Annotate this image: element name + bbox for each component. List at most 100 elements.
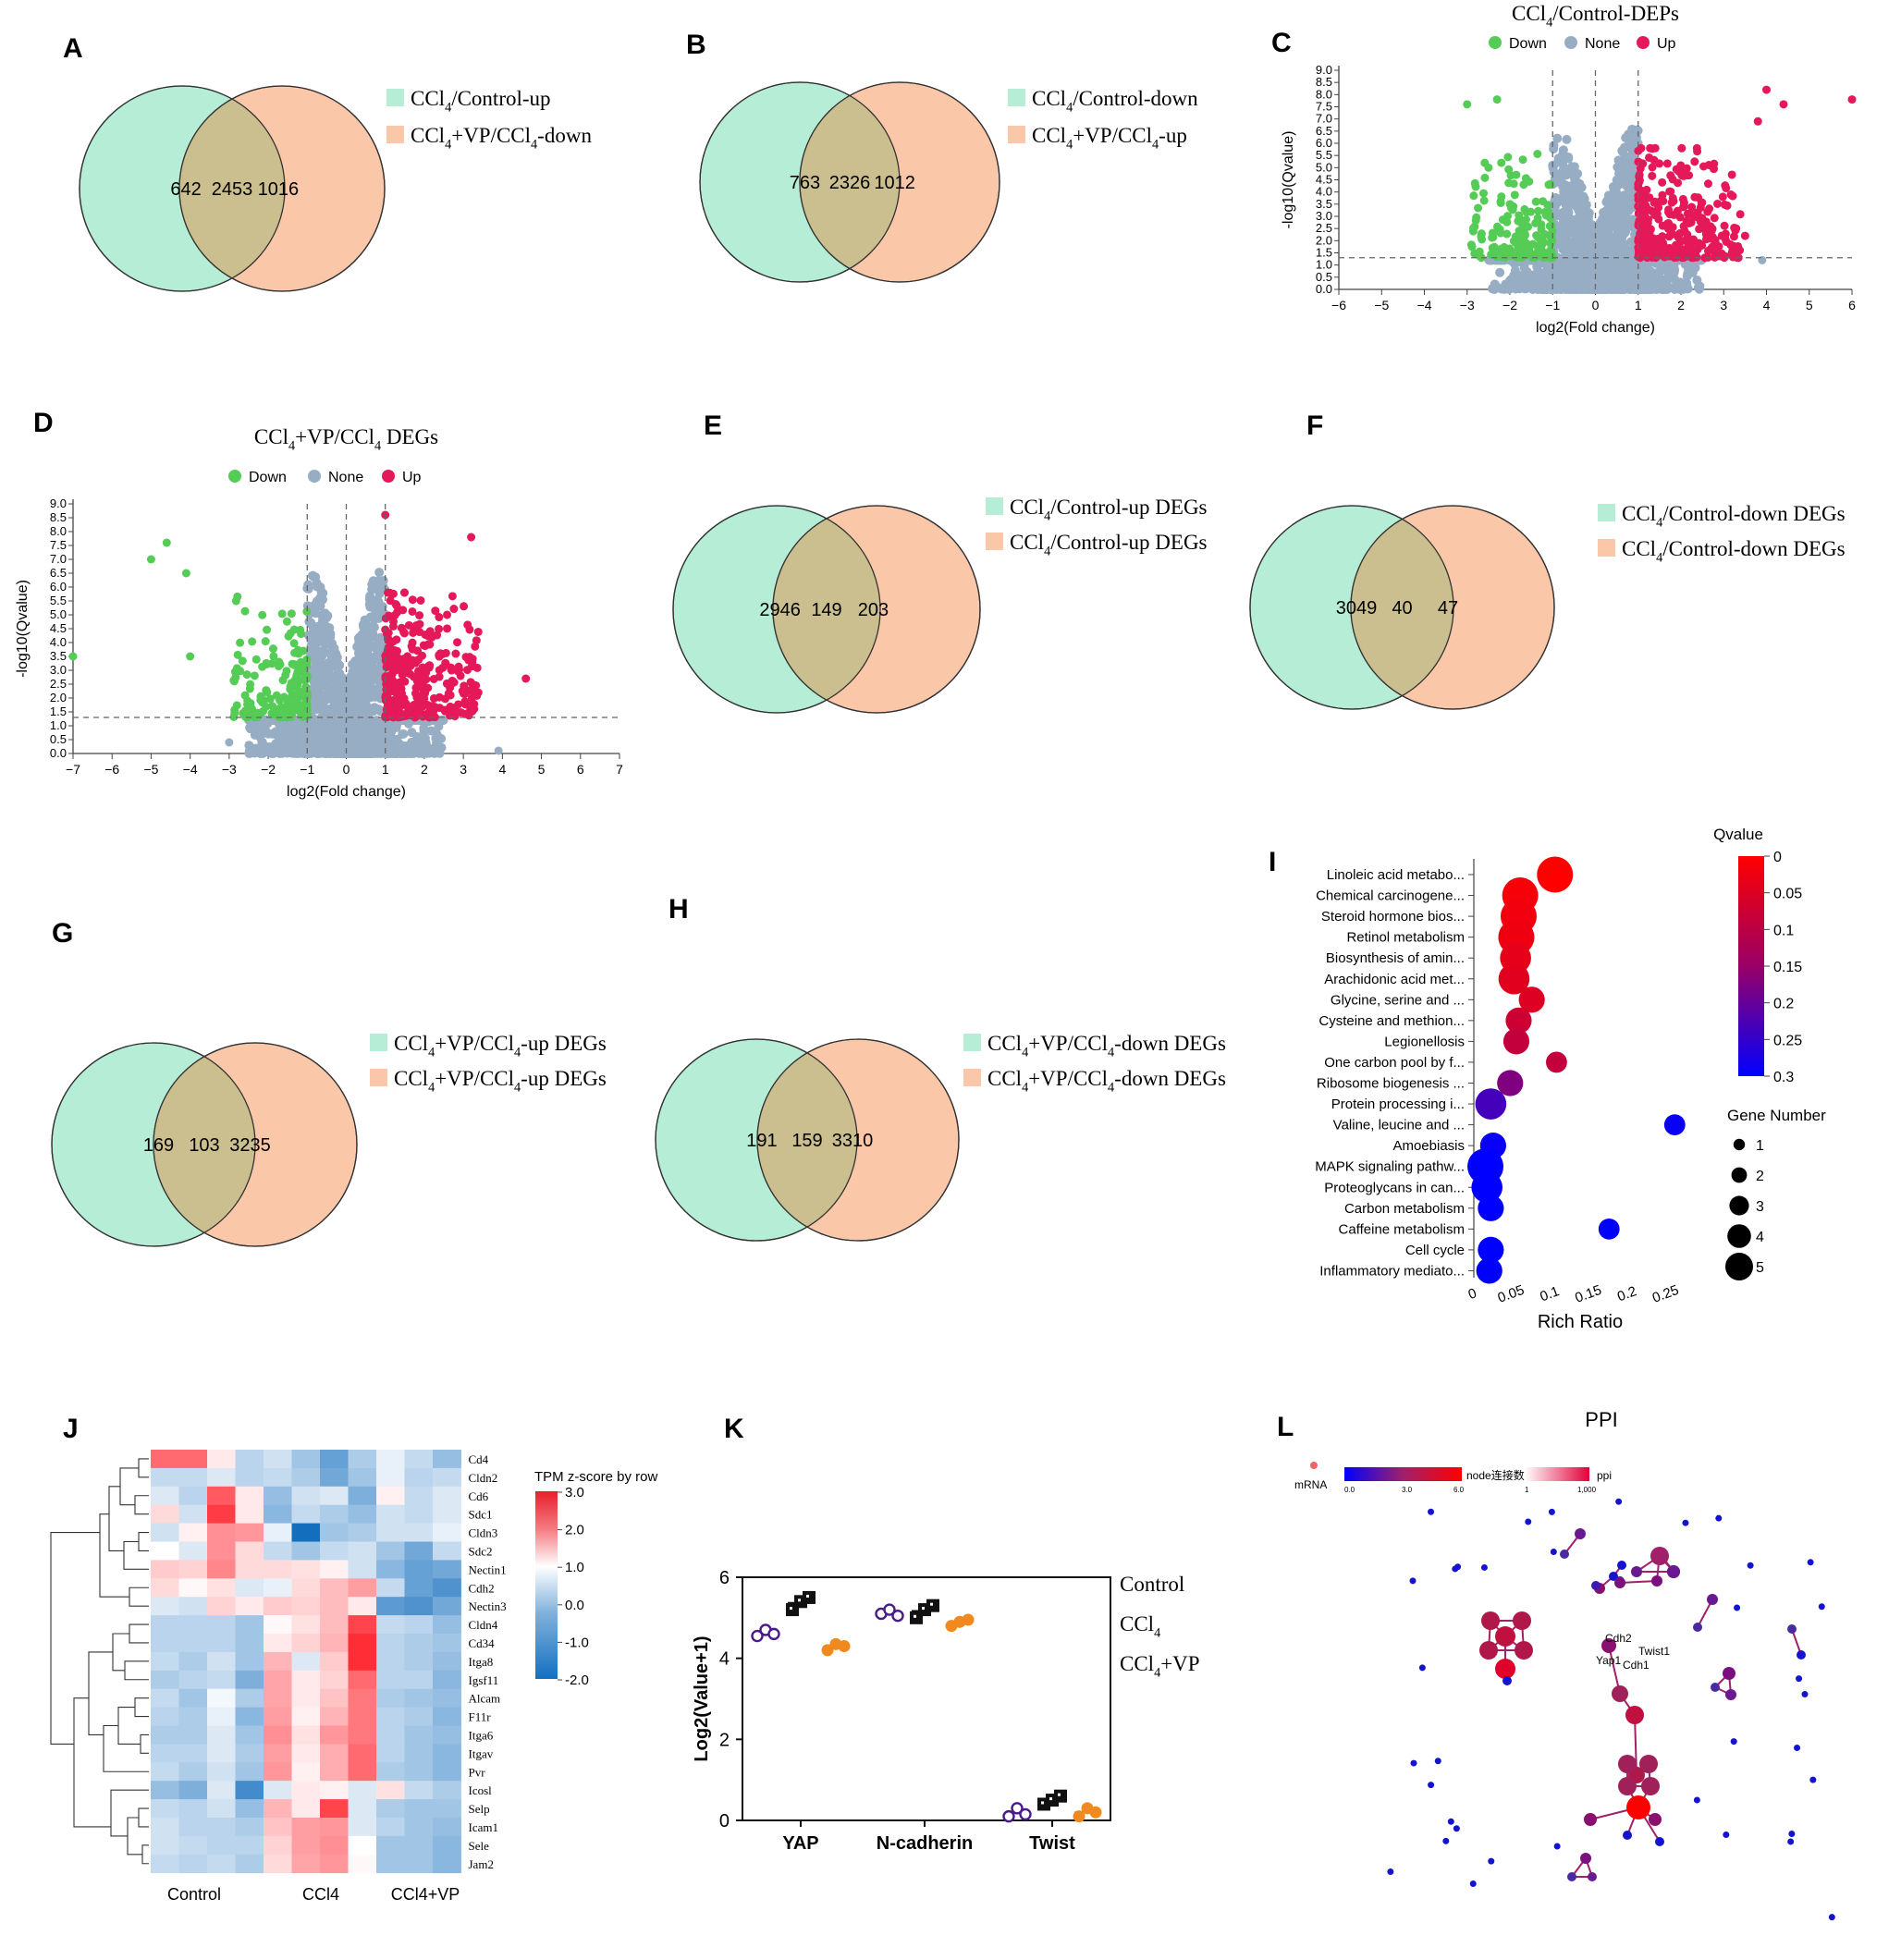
- x-tick-label: −4: [1417, 298, 1432, 312]
- y-tick-label: 4.5: [1316, 173, 1332, 187]
- data-point-none: [311, 608, 321, 619]
- venn-right-outline: [153, 1042, 358, 1247]
- text-span: +VP/CCl: [435, 1067, 514, 1090]
- venn-overlap-region: [179, 86, 285, 291]
- data-point-none: [1595, 261, 1605, 271]
- venn-overlap-region: [773, 506, 880, 713]
- data-point-none: [1574, 275, 1584, 285]
- data-point-none: [1562, 134, 1572, 144]
- data-point-up: [1688, 238, 1698, 247]
- data-point-none: [1667, 266, 1677, 276]
- venn-legend-swatch: [963, 1034, 981, 1051]
- data-point-outlier: [1779, 100, 1788, 109]
- y-tick-label: 7.5: [1316, 100, 1332, 114]
- panel-label-b: B: [686, 30, 706, 60]
- venn-legend-label: CCl4/Control-up DEGs: [1010, 496, 1208, 523]
- x-tick-label: −3: [1460, 298, 1475, 312]
- venn-legend-label: CCl4+VP/CCl4-up: [1032, 124, 1187, 152]
- panel-label-h: H: [668, 894, 689, 925]
- data-point-none: [1607, 284, 1617, 294]
- data-point-none: [1567, 238, 1577, 248]
- venn-legend-swatch: [1008, 126, 1025, 143]
- data-point-none: [306, 634, 316, 644]
- data-point-down: [1518, 155, 1527, 165]
- data-point-up: [1735, 210, 1745, 219]
- data-point-down: [1501, 248, 1510, 257]
- data-point-up: [1686, 217, 1696, 227]
- legend-label-down: Down: [1509, 36, 1547, 52]
- y-tick-label: 6.0: [50, 580, 67, 594]
- data-point-up: [1677, 171, 1686, 180]
- data-point-outlier: [1847, 95, 1857, 104]
- data-point-none: [327, 732, 337, 742]
- data-point-none: [1695, 281, 1705, 291]
- data-point-none: [1617, 233, 1627, 243]
- data-point-up: [1658, 190, 1667, 200]
- x-tick-label: 4: [1763, 298, 1771, 312]
- x-tick-label: 2: [421, 762, 428, 777]
- x-tick-label: −6: [1331, 298, 1346, 312]
- data-point-none: [1549, 141, 1559, 151]
- data-point-none: [1518, 271, 1528, 281]
- data-point-none: [1624, 169, 1634, 179]
- data-point-up: [1723, 201, 1732, 210]
- data-point-none: [1561, 284, 1571, 294]
- text-span: CCl: [987, 1067, 1022, 1090]
- x-axis-label: log2(Fold change): [1536, 320, 1655, 336]
- y-tick-label: 5.5: [50, 594, 67, 607]
- data-point-down: [1533, 214, 1542, 223]
- data-point-none: [323, 625, 333, 635]
- data-point-up: [1720, 221, 1729, 230]
- x-tick-label: −1: [1545, 298, 1560, 312]
- data-point-none: [374, 596, 384, 606]
- x-tick-label: −6: [104, 762, 119, 777]
- data-point-down: [1534, 206, 1543, 215]
- data-point-outlier: [1505, 200, 1515, 209]
- venn-right-count: 3235: [229, 1135, 271, 1156]
- x-tick-label: −5: [143, 762, 158, 777]
- data-point-up: [1648, 144, 1657, 153]
- y-tick-label: 2.5: [1316, 221, 1332, 235]
- text-span: CCl: [1622, 502, 1656, 525]
- data-point-none: [325, 675, 335, 685]
- data-point-up: [1721, 229, 1730, 239]
- data-point-up: [1677, 247, 1686, 256]
- data-point-up: [1653, 198, 1662, 207]
- panel-label-f: F: [1306, 410, 1323, 441]
- venn-left-count: 191: [746, 1131, 777, 1151]
- panel-label-j: J: [63, 1414, 79, 1444]
- text-span: 4: [514, 1045, 521, 1060]
- legend-dot-none: [308, 470, 321, 483]
- data-point-none: [333, 695, 343, 705]
- data-point-none: [1684, 265, 1694, 276]
- y-tick-label: 6.0: [1316, 136, 1332, 150]
- panel-label-g: G: [52, 918, 73, 949]
- data-point-none: [1612, 256, 1622, 266]
- text-span: +VP/CCl: [451, 124, 531, 147]
- data-point-down: [1476, 252, 1485, 262]
- y-tick-label: 9.0: [50, 496, 67, 510]
- text-span: /Control-down DEGs: [1662, 537, 1845, 560]
- data-point-none: [1599, 239, 1609, 249]
- data-point-up: [1699, 162, 1708, 171]
- panel-label-e: E: [704, 410, 722, 441]
- y-tick-label: 0.0: [50, 746, 67, 760]
- data-point-up: [1732, 247, 1741, 256]
- venn-legend-label: CCl4/Control-down: [1032, 87, 1198, 115]
- legend-dot-up: [1637, 36, 1650, 49]
- panel-label-l: L: [1277, 1412, 1294, 1442]
- panel-label-a: A: [63, 33, 83, 64]
- data-point-none: [1632, 125, 1642, 135]
- data-point-none: [1540, 284, 1551, 294]
- data-point-none: [355, 634, 365, 644]
- text-span: /Control-DEPs: [1552, 2, 1679, 25]
- data-point-down: [1479, 189, 1489, 198]
- data-point-none: [1566, 276, 1576, 286]
- venn-legend-swatch: [986, 497, 1003, 515]
- text-span: 4: [288, 438, 295, 453]
- data-point-none: [371, 606, 381, 617]
- venn-right-outline: [772, 505, 981, 714]
- venn-legend-label: CCl4+VP/CCl4-up DEGs: [394, 1032, 607, 1060]
- y-tick-label: 6.5: [1316, 124, 1332, 138]
- data-point-none: [1564, 153, 1574, 164]
